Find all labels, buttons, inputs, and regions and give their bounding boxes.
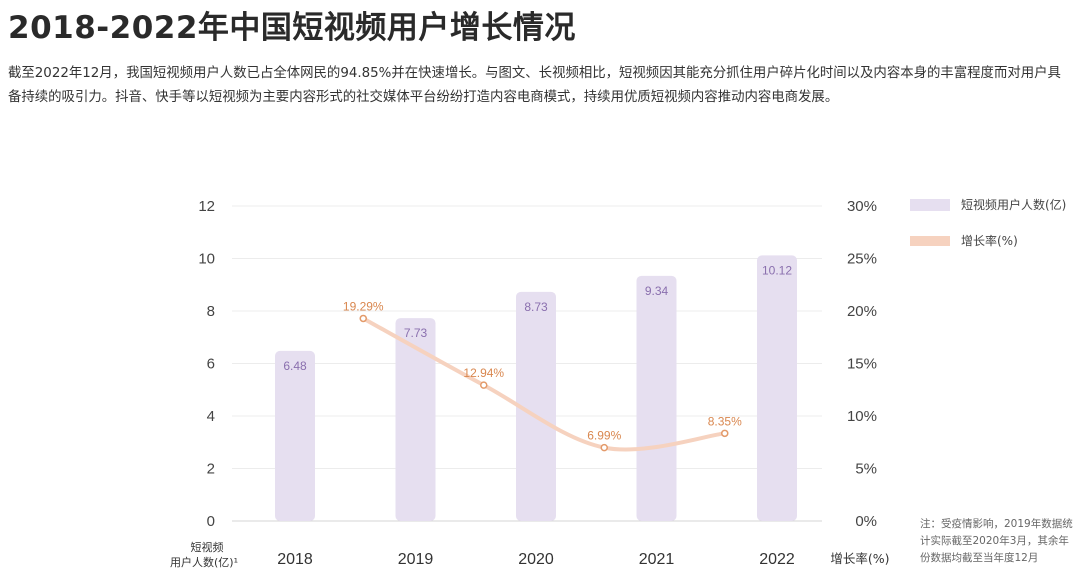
left-axis-title: 用户人数(亿)¹ <box>170 555 238 569</box>
bar-value-label: 10.12 <box>762 263 792 277</box>
left-axis-title: 短视频 <box>191 540 224 554</box>
x-axis-tick-label: 2022 <box>759 551 795 568</box>
axis-titles: 短视频用户人数(亿)¹ 增长率(%) <box>170 540 890 569</box>
bar <box>516 291 556 521</box>
right-axis-ticks: 0% 5% 10% 15% 20% 25% 30% <box>847 198 877 530</box>
left-axis-tick-label: 8 <box>207 303 215 320</box>
x-axis-tick-label: 2020 <box>518 551 554 568</box>
right-axis-tick-label: 10% <box>847 408 877 425</box>
bar-value-label: 8.73 <box>524 300 548 314</box>
growth-rate-label: 8.35% <box>708 414 742 428</box>
legend-label-bar: 短视频用户人数(亿) <box>961 197 1066 212</box>
right-axis-tick-label: 30% <box>847 198 877 215</box>
bar-series <box>275 255 797 521</box>
footnote: 注：受疫情影响，2019年数据统计实际截至2020年3月，其余年份数据均截至当年… <box>920 518 1073 564</box>
x-axis-tick-label: 2019 <box>398 551 434 568</box>
growth-rate-label: 6.99% <box>587 429 621 443</box>
page-title: 2018-2022年中国短视频用户增长情况 <box>8 10 576 46</box>
bar-value-label: 9.34 <box>645 284 669 298</box>
left-axis-tick-label: 6 <box>207 356 215 373</box>
right-axis-tick-label: 15% <box>847 356 877 373</box>
growth-rate-point <box>600 443 608 452</box>
bar-value-label: 6.48 <box>283 359 307 373</box>
growth-rate-point <box>721 429 729 438</box>
left-axis-tick-label: 2 <box>207 461 215 478</box>
legend-swatch-line <box>910 236 950 246</box>
bar <box>636 275 677 521</box>
legend-label-line: 增长率(%) <box>961 233 1018 248</box>
right-axis-tick-label: 0% <box>855 513 877 530</box>
left-axis-tick-label: 0 <box>207 513 215 530</box>
growth-rate-label: 19.29% <box>343 299 384 313</box>
description-paragraph: 截至2022年12月，我国短视频用户人数已占全体网民的94.85%并在快速增长。… <box>8 66 1061 105</box>
growth-rate-line-series: 19.29% 12.94% 6.99% 8.35% <box>343 299 742 452</box>
bar <box>757 255 797 521</box>
x-axis-tick-label: 2018 <box>277 551 313 568</box>
left-axis-ticks: 0 2 4 6 8 10 12 <box>198 198 215 530</box>
growth-rate-label: 12.94% <box>463 366 504 380</box>
growth-rate-point <box>359 314 367 323</box>
right-axis-tick-label: 20% <box>847 303 877 320</box>
legend-swatch-bar <box>910 199 950 211</box>
left-axis-tick-label: 4 <box>207 408 215 425</box>
left-axis-tick-label: 12 <box>198 198 215 215</box>
chart-legend: 短视频用户人数(亿) 增长率(%) <box>910 197 1066 248</box>
left-axis-tick-label: 10 <box>198 251 215 268</box>
growth-rate-line <box>361 316 727 452</box>
x-axis-tick-label: 2021 <box>639 551 675 568</box>
right-axis-tick-label: 5% <box>855 461 877 478</box>
bar-value-labels: 6.48 7.73 8.73 9.34 10.12 <box>283 263 792 373</box>
bar <box>395 318 436 521</box>
bar-value-label: 7.73 <box>404 326 428 340</box>
right-axis-tick-label: 25% <box>847 251 877 268</box>
x-axis-ticks: 2018 2019 2020 2021 2022 <box>277 551 795 568</box>
growth-rate-point <box>480 381 488 389</box>
right-axis-title: 增长率(%) <box>830 551 889 566</box>
bar <box>275 350 315 521</box>
